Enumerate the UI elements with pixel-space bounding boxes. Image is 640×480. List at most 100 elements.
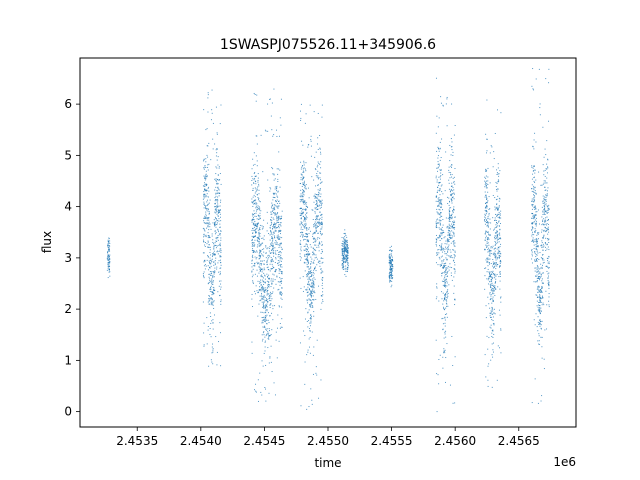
- data-point: [270, 361, 272, 363]
- data-point: [446, 282, 448, 284]
- data-point: [208, 213, 210, 215]
- data-point: [206, 175, 208, 177]
- data-point: [485, 196, 487, 198]
- data-point: [310, 320, 312, 322]
- data-point: [487, 237, 489, 239]
- data-point: [538, 310, 540, 312]
- data-point: [546, 212, 548, 214]
- data-point: [443, 350, 445, 352]
- data-point: [270, 219, 272, 221]
- data-point: [440, 102, 442, 104]
- data-point: [216, 152, 218, 154]
- data-point: [535, 275, 537, 277]
- data-point: [489, 272, 490, 274]
- data-point: [490, 284, 492, 286]
- data-point: [445, 336, 447, 338]
- data-point: [544, 201, 546, 203]
- data-point: [321, 202, 323, 204]
- data-point: [448, 220, 450, 222]
- data-point: [305, 248, 307, 250]
- data-point: [271, 167, 273, 169]
- data-point: [448, 211, 450, 213]
- data-point: [214, 233, 216, 235]
- data-point: [267, 289, 269, 291]
- data-point: [306, 408, 308, 410]
- data-point: [263, 312, 265, 314]
- data-point: [444, 333, 446, 335]
- data-point: [344, 255, 346, 257]
- data-point: [272, 173, 274, 175]
- data-point: [267, 319, 269, 321]
- data-point: [299, 224, 301, 226]
- data-point: [217, 253, 219, 255]
- data-point: [343, 251, 345, 253]
- data-point: [443, 350, 445, 352]
- data-point: [453, 198, 455, 200]
- data-point: [542, 126, 544, 128]
- data-point: [534, 252, 536, 254]
- data-point: [544, 242, 546, 244]
- data-point: [252, 213, 254, 215]
- data-point: [258, 232, 260, 234]
- data-point: [214, 206, 216, 208]
- data-point: [533, 165, 535, 167]
- data-point: [540, 290, 542, 292]
- data-point: [321, 278, 323, 280]
- data-point: [212, 276, 214, 278]
- data-point: [258, 303, 260, 305]
- data-point: [274, 197, 276, 199]
- data-point: [252, 178, 254, 180]
- data-point: [492, 245, 494, 247]
- data-point: [272, 260, 274, 262]
- data-point: [212, 293, 214, 295]
- data-point: [496, 206, 498, 208]
- data-point: [489, 271, 491, 273]
- data-point: [207, 187, 209, 189]
- data-point: [215, 195, 217, 197]
- data-point: [252, 202, 254, 204]
- data-point: [307, 263, 309, 265]
- data-point: [388, 262, 390, 264]
- data-point: [261, 298, 263, 300]
- data-point: [266, 305, 268, 307]
- data-point: [485, 182, 487, 184]
- data-point: [495, 278, 497, 280]
- data-point: [205, 215, 207, 217]
- data-point: [278, 238, 280, 240]
- data-point: [281, 217, 283, 219]
- data-point: [439, 147, 441, 149]
- data-point: [269, 307, 271, 309]
- data-point: [107, 259, 109, 261]
- data-point: [499, 280, 501, 282]
- data-point: [310, 266, 312, 268]
- data-point: [313, 224, 314, 226]
- data-point: [203, 167, 205, 169]
- data-point: [275, 224, 277, 226]
- data-point: [306, 292, 308, 294]
- data-point: [213, 247, 215, 249]
- data-point: [316, 264, 318, 266]
- data-point: [212, 275, 214, 277]
- data-point: [268, 278, 270, 280]
- data-point: [274, 305, 276, 307]
- data-point: [252, 268, 254, 270]
- data-point: [321, 228, 323, 230]
- data-point: [534, 241, 536, 243]
- data-point: [495, 257, 497, 259]
- data-point: [315, 219, 317, 221]
- data-point: [547, 260, 549, 262]
- data-point: [211, 281, 213, 283]
- data-point: [345, 235, 347, 237]
- data-point: [217, 164, 219, 166]
- data-point: [266, 292, 268, 294]
- data-point: [312, 354, 314, 356]
- data-point: [438, 199, 440, 201]
- data-point: [450, 174, 452, 176]
- data-point: [544, 189, 546, 191]
- data-point: [255, 199, 257, 201]
- data-point: [300, 173, 302, 175]
- data-point: [493, 228, 495, 230]
- data-point: [546, 265, 548, 267]
- data-point: [344, 248, 346, 250]
- data-point: [444, 299, 446, 301]
